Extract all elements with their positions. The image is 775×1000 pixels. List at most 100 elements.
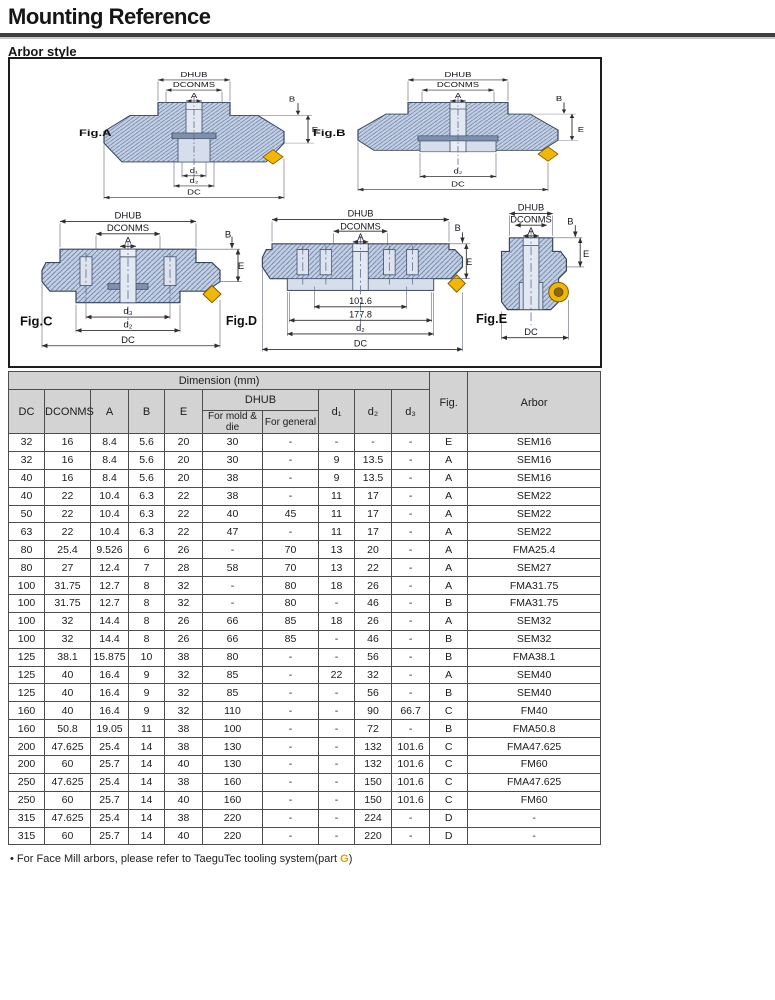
table-cell: - [390, 826, 431, 846]
header-dhub: DHUB [202, 389, 319, 411]
table-cell: - [390, 486, 431, 506]
table-cell: 101.6 [390, 755, 431, 774]
table-cell: 100 [8, 611, 45, 631]
dim-label: DCONMS [107, 223, 149, 233]
table-cell: 14.4 [90, 629, 129, 649]
dimensions: DHUB DCONMS A B E d₂ DC [357, 70, 585, 192]
header-dc: DC [8, 389, 45, 434]
dim-label: DHUB [445, 70, 472, 78]
dim-label: A [455, 91, 462, 99]
dimensions-right: B E [448, 223, 472, 279]
footnote: • For Face Mill arbors, please refer to … [10, 853, 352, 865]
table-cell: - [262, 522, 319, 542]
table-cell: 47.625 [44, 772, 91, 792]
table-cell: 25.7 [90, 790, 129, 810]
dim-label: DHUB [115, 211, 142, 221]
table-cell: 85 [262, 611, 319, 631]
table-cell: 160 [202, 790, 263, 810]
table-cell: 130 [202, 755, 263, 774]
table-cell: 132 [354, 755, 392, 774]
table-cell: - [318, 737, 355, 757]
table-row: 200 60 25.7 14 40 130- -132 101.6 C FM60 [8, 755, 602, 774]
table-row: 40 22 10.4 6.3 22 38-11 17- A SEM22 [8, 486, 602, 506]
table-cell: 22 [354, 558, 392, 578]
table-cell: 38 [202, 486, 263, 506]
table-cell: 31.75 [44, 576, 91, 596]
table-row: 160 50.8 19.05 11 38 100- -72- B FMA50.8 [8, 719, 602, 739]
table-cell: 8.4 [90, 450, 129, 470]
header-fig: Fig. [429, 371, 469, 434]
arbor-style-figure-box: DHUB DCONMS A B E d₁ d₂ DC Fig.A [8, 57, 602, 368]
insert-icon [537, 146, 559, 162]
table-cell: 16 [44, 433, 91, 452]
table-cell: SEM32 [467, 629, 602, 649]
table-cell: 200 [8, 755, 45, 774]
table-cell: 32 [164, 683, 203, 703]
dim-label: DC [524, 327, 538, 337]
dim-label: 101.6 [349, 296, 372, 306]
table-cell: 6.3 [128, 522, 165, 542]
table-cell: 27 [44, 558, 91, 578]
table-cell: C [429, 737, 469, 757]
arbor-body [41, 241, 222, 324]
table-cell: A [429, 665, 469, 685]
table-header: Dimension (mm) Fig. Arbor DC DCONMS A B … [7, 371, 602, 434]
dim-label: DC [187, 188, 201, 196]
table-cell: 32 [8, 433, 45, 452]
table-cell: 6.3 [128, 504, 165, 524]
table-cell: 47.625 [44, 808, 91, 828]
figure-c-diagram: DHUB DCONMS A B E d₃ d₂ DC Fig.C [20, 211, 244, 348]
table-cell: 90 [354, 701, 392, 721]
dimensions: DHUB DCONMS A B E d₁ d₂ DC [103, 70, 319, 200]
table-cell: FM60 [467, 755, 602, 774]
table-cell: - [390, 647, 431, 667]
arbor-body [500, 230, 569, 326]
table-cell: 18 [318, 611, 355, 631]
table-cell: 26 [164, 540, 203, 560]
table-cell: 132 [354, 737, 392, 757]
table-cell: 80 [262, 576, 319, 596]
table-cell: 14.4 [90, 611, 129, 631]
dim-label: A [357, 232, 364, 242]
dimensions: DHUB DCONMS A B E DC [501, 203, 589, 340]
table-cell: 25.4 [90, 808, 129, 828]
header-d3: d₃ [390, 389, 431, 434]
dim-label: d₂ [356, 323, 365, 333]
table-cell: C [429, 772, 469, 792]
table-cell: - [202, 540, 263, 560]
table-cell: 11 [128, 719, 165, 739]
table-cell: 8 [128, 611, 165, 631]
table-cell: 15.875 [90, 647, 129, 667]
table-cell: - [318, 433, 355, 452]
table-cell: 13 [318, 558, 355, 578]
table-cell: 40 [44, 701, 91, 721]
table-cell: 12.7 [90, 576, 129, 596]
table-cell: 32 [164, 665, 203, 685]
table-cell: 20 [164, 450, 203, 470]
table-cell: 66.7 [390, 701, 431, 721]
insert-icon [447, 274, 467, 293]
dim-label: DC [451, 180, 465, 188]
table-cell: 5.6 [128, 450, 165, 470]
table-cell: 30 [202, 450, 263, 470]
table-cell: 160 [8, 701, 45, 721]
header-d2: d₂ [354, 389, 392, 434]
table-cell: 13 [318, 540, 355, 560]
table-cell: 85 [202, 683, 263, 703]
table-cell: 14 [128, 808, 165, 828]
table-row: 50 22 10.4 6.3 22 40 45 11 17- A SEM22 [8, 504, 602, 524]
table-cell: 14 [128, 737, 165, 757]
table-cell: - [390, 719, 431, 739]
table-cell: 45 [262, 504, 319, 524]
table-cell: 11 [318, 486, 355, 506]
table-cell: - [354, 433, 392, 452]
table-cell: FMA25.4 [467, 540, 602, 560]
table-cell: 22 [318, 665, 355, 685]
dim-label: B [289, 95, 296, 103]
table-cell: 101.6 [390, 737, 431, 757]
table-cell: B [429, 629, 469, 649]
table-cell: - [390, 683, 431, 703]
table-row: 125 40 16.4 9 32 85- -56- B SEM40 [8, 683, 602, 703]
table-cell: - [262, 772, 319, 792]
table-cell: 101.6 [390, 790, 431, 810]
